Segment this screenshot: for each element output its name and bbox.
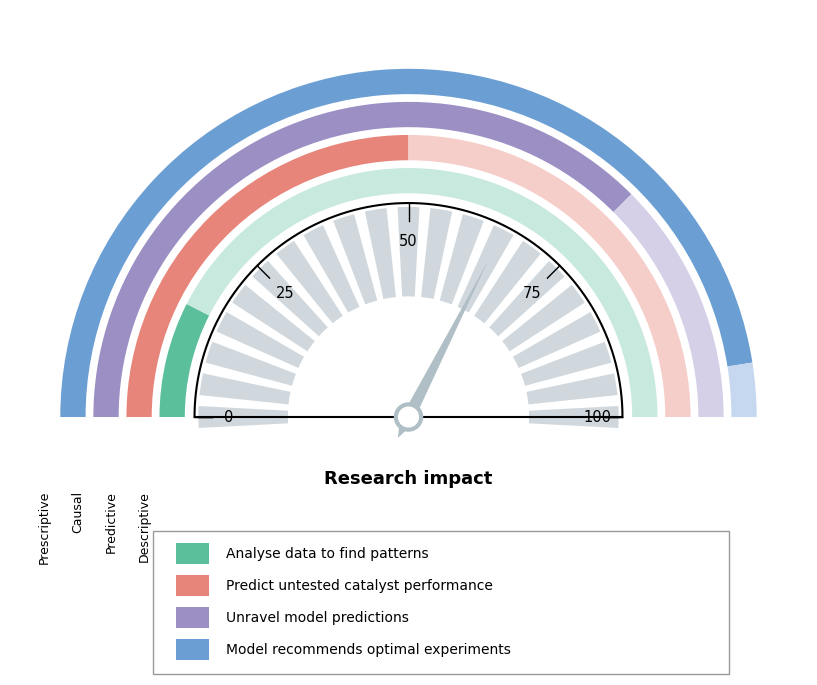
Wedge shape <box>521 342 611 386</box>
Wedge shape <box>199 373 291 404</box>
Wedge shape <box>186 168 658 417</box>
Text: Unravel model predictions: Unravel model predictions <box>226 611 409 625</box>
Wedge shape <box>159 304 209 417</box>
Text: 25: 25 <box>275 286 294 301</box>
Circle shape <box>402 411 415 423</box>
Wedge shape <box>529 406 618 428</box>
Wedge shape <box>365 208 396 299</box>
Text: Causal: Causal <box>71 491 84 533</box>
Text: 0: 0 <box>224 410 234 425</box>
Wedge shape <box>489 261 565 336</box>
Wedge shape <box>93 102 632 417</box>
Wedge shape <box>526 373 618 404</box>
Wedge shape <box>333 214 377 304</box>
Wedge shape <box>458 225 514 312</box>
FancyBboxPatch shape <box>153 532 730 674</box>
Text: Analyse data to find patterns: Analyse data to find patterns <box>226 547 429 561</box>
Wedge shape <box>60 68 752 417</box>
Wedge shape <box>217 312 304 368</box>
Text: Prescriptive: Prescriptive <box>38 491 51 564</box>
Polygon shape <box>398 413 417 438</box>
Wedge shape <box>502 285 585 351</box>
Text: Predict untested catalyst performance: Predict untested catalyst performance <box>226 579 493 593</box>
Wedge shape <box>252 261 328 336</box>
Text: Descriptive: Descriptive <box>137 491 150 562</box>
Text: 75: 75 <box>523 286 542 301</box>
Wedge shape <box>398 207 419 297</box>
FancyBboxPatch shape <box>176 543 209 564</box>
Wedge shape <box>276 241 343 323</box>
Text: 50: 50 <box>400 234 417 249</box>
Wedge shape <box>614 194 724 417</box>
Wedge shape <box>206 342 296 386</box>
Wedge shape <box>513 312 600 368</box>
Wedge shape <box>727 362 757 417</box>
Text: Research impact: Research impact <box>324 471 493 488</box>
FancyBboxPatch shape <box>176 639 209 660</box>
Wedge shape <box>199 406 288 428</box>
FancyBboxPatch shape <box>176 608 209 628</box>
Wedge shape <box>408 135 690 417</box>
Text: Predictive: Predictive <box>105 491 118 553</box>
Wedge shape <box>127 135 408 417</box>
Polygon shape <box>403 261 488 420</box>
Wedge shape <box>303 225 359 312</box>
FancyBboxPatch shape <box>176 575 209 597</box>
Text: 100: 100 <box>583 410 612 425</box>
Wedge shape <box>474 241 541 323</box>
Circle shape <box>396 404 421 429</box>
Wedge shape <box>421 208 452 299</box>
Wedge shape <box>232 285 315 351</box>
Wedge shape <box>440 214 484 304</box>
Text: Model recommends optimal experiments: Model recommends optimal experiments <box>226 643 511 657</box>
